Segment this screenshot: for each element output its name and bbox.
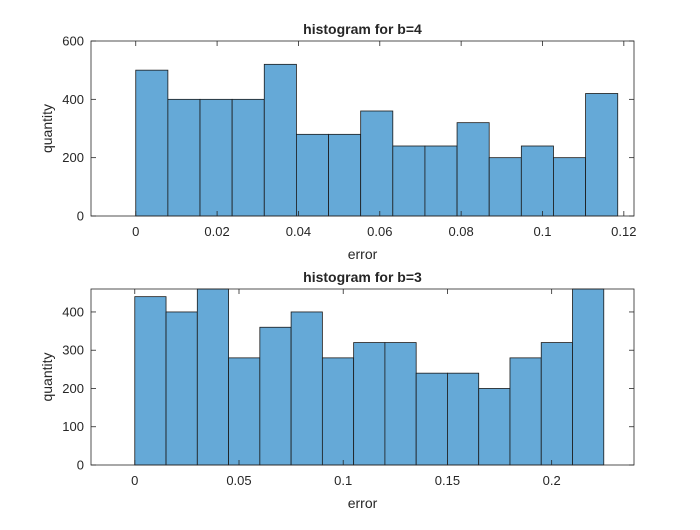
chart-title: histogram for b=3 bbox=[303, 269, 422, 285]
histogram-bar bbox=[478, 388, 511, 466]
y-axis-label: quantity bbox=[39, 104, 55, 153]
histogram-bar bbox=[290, 311, 323, 466]
x-tick-label: 0.08 bbox=[448, 224, 473, 239]
histogram-bar bbox=[384, 342, 417, 466]
histogram-bar bbox=[167, 98, 201, 217]
histogram-bar bbox=[572, 288, 605, 466]
x-tick-label: 0.04 bbox=[286, 224, 311, 239]
histogram-bar bbox=[134, 296, 167, 466]
x-tick-label: 0.15 bbox=[435, 473, 460, 488]
y-axis-label: quantity bbox=[39, 352, 55, 401]
histogram-bar bbox=[231, 98, 265, 217]
x-tick-label: 0.1 bbox=[334, 473, 352, 488]
x-tick-label: 0.2 bbox=[543, 473, 561, 488]
x-tick-label: 0 bbox=[131, 473, 138, 488]
y-tick-label: 400 bbox=[62, 92, 84, 107]
y-tick-label: 200 bbox=[62, 381, 84, 396]
y-tick-label: 0 bbox=[77, 209, 84, 224]
histogram-bar bbox=[228, 357, 261, 466]
histogram-bar bbox=[456, 122, 490, 217]
chart-0: 0 0.02 0.04 0.06 0.08 0.1 0.12 0 200 400 600 histog… bbox=[39, 21, 636, 262]
histogram-bar bbox=[360, 110, 394, 217]
y-tick-label: 300 bbox=[62, 343, 84, 358]
histogram-bar bbox=[540, 342, 573, 466]
x-axis-label: error bbox=[348, 246, 378, 262]
histogram-bar bbox=[196, 288, 229, 466]
x-tick-label: 0.12 bbox=[611, 224, 636, 239]
y-tick-label: 400 bbox=[62, 304, 84, 319]
x-tick-label: 0 bbox=[132, 224, 139, 239]
y-tick-label: 0 bbox=[77, 458, 84, 473]
histogram-bar bbox=[263, 63, 297, 217]
x-tick-label: 0.06 bbox=[367, 224, 392, 239]
histogram-bar bbox=[585, 93, 619, 217]
axes-box bbox=[90, 288, 635, 466]
chart-title: histogram for b=4 bbox=[303, 21, 422, 37]
y-tick-label: 600 bbox=[62, 34, 84, 49]
chart-1: 0 0.05 0.1 0.15 0.2 0 100 200 300 400 histogram fo… bbox=[39, 269, 635, 511]
axes-box bbox=[90, 40, 635, 217]
histogram-bar bbox=[488, 157, 522, 217]
y-tick-label: 100 bbox=[62, 419, 84, 434]
histogram-bar bbox=[321, 357, 355, 466]
x-tick-label: 0.1 bbox=[533, 224, 551, 239]
histogram-bar bbox=[296, 133, 329, 217]
histogram-bar bbox=[392, 145, 426, 217]
histogram-bar bbox=[199, 98, 233, 217]
histogram-bar bbox=[415, 372, 448, 466]
histogram-bar bbox=[424, 145, 458, 217]
histogram-bar bbox=[353, 342, 386, 466]
histogram-bar bbox=[520, 145, 554, 217]
y-tick-label: 200 bbox=[62, 150, 84, 165]
histogram-bar bbox=[135, 69, 169, 217]
histogram-bar bbox=[509, 357, 542, 466]
histogram-bar bbox=[553, 157, 586, 217]
x-axis-label: error bbox=[348, 495, 378, 511]
histogram-bar bbox=[328, 133, 362, 217]
x-tick-label: 0.02 bbox=[204, 224, 229, 239]
histogram-bar bbox=[165, 311, 198, 466]
histogram-bar bbox=[447, 372, 480, 466]
histogram-bar bbox=[259, 326, 292, 466]
x-tick-label: 0.05 bbox=[226, 473, 251, 488]
